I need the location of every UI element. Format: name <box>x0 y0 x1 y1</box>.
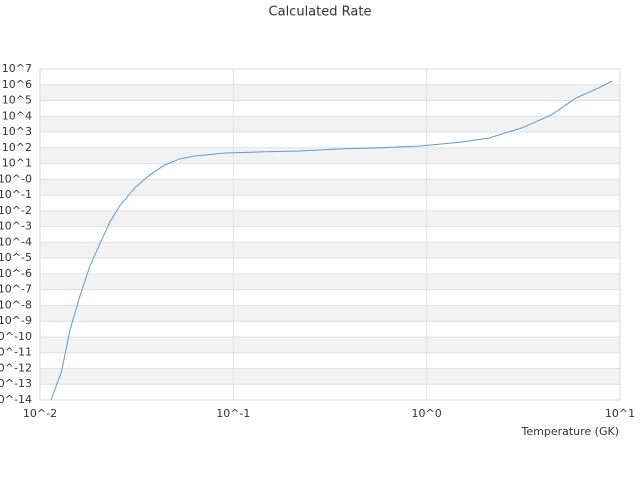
y-tick-label: 10^1 <box>2 157 32 170</box>
x-tick-label: 10^1 <box>605 407 635 420</box>
y-tick-label: 10^-10 <box>0 330 32 343</box>
x-tick-label: 10^-2 <box>23 407 57 420</box>
x-tick-label: 10^0 <box>412 407 442 420</box>
x-axis-label: Temperature (GK) <box>521 425 620 438</box>
y-tick-label: 10^6 <box>2 78 32 91</box>
y-tick-label: 10^-1 <box>0 188 32 201</box>
data-line <box>50 80 613 401</box>
chart-title: Calculated Rate <box>269 5 372 20</box>
grid-band <box>40 179 620 196</box>
grid-band <box>40 336 620 353</box>
y-tick-label: 10^-9 <box>0 314 32 327</box>
y-tick-label: 10^-7 <box>0 283 32 296</box>
grid-band <box>40 368 620 385</box>
y-tick-label: 10^-0 <box>0 172 32 185</box>
y-tick-label: 10^3 <box>2 125 32 138</box>
y-tick-label: 10^-2 <box>0 204 32 217</box>
y-tick-label: 10^-14 <box>0 393 32 406</box>
grid-band <box>40 210 620 227</box>
y-tick-label: 10^2 <box>2 141 32 154</box>
y-tick-label: 10^-12 <box>0 361 32 374</box>
grid-band <box>40 305 620 322</box>
x-tick-label: 10^-1 <box>216 407 250 420</box>
grid-band <box>40 273 620 290</box>
grid-band <box>40 84 620 101</box>
plot-border <box>39 68 621 401</box>
y-tick-label: 10^7 <box>2 62 32 75</box>
y-tick-label: 10^4 <box>2 109 32 122</box>
y-tick-label: 10^-5 <box>0 251 32 264</box>
grid-band <box>40 147 620 164</box>
y-tick-label: 10^-6 <box>0 267 32 280</box>
y-tick-label: 10^5 <box>2 94 32 107</box>
grid-band <box>40 242 620 259</box>
grid-band <box>40 116 620 133</box>
y-tick-label: 10^-11 <box>0 346 32 359</box>
y-tick-label: 10^-8 <box>0 298 32 311</box>
y-tick-label: 10^-4 <box>0 235 32 248</box>
y-tick-label: 10^-3 <box>0 220 32 233</box>
y-tick-label: 10^-13 <box>0 377 32 390</box>
plot-background <box>40 84 620 385</box>
